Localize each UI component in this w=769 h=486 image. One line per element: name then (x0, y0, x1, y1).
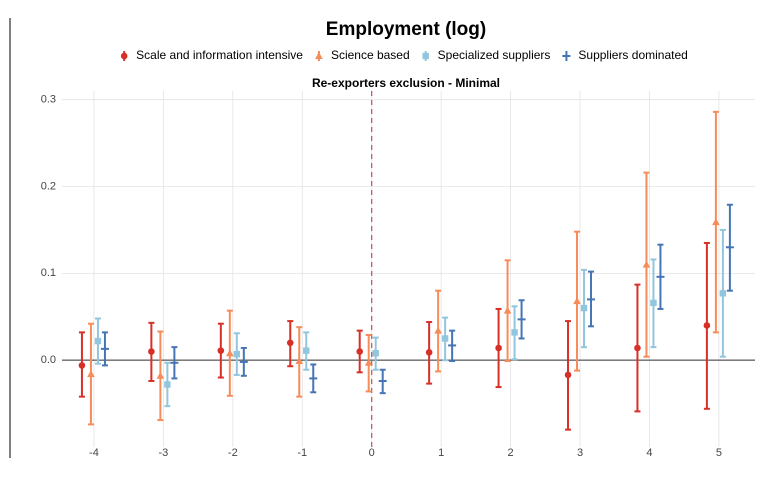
point (434, 326, 442, 334)
point (495, 344, 502, 352)
point (634, 344, 641, 352)
point (295, 357, 304, 365)
chart-title: Employment (log) (326, 19, 486, 40)
x-tick-label: 2 (508, 447, 514, 459)
y-tick-label: 0.1 (41, 267, 56, 279)
y-tick-label: 0.3 (41, 94, 56, 106)
point (712, 218, 720, 226)
y-tick-label: 0.2 (41, 180, 56, 192)
point (303, 347, 310, 354)
point (239, 360, 248, 363)
x-tick-label: 3 (577, 447, 583, 459)
point (286, 339, 294, 347)
point (650, 299, 657, 307)
legend-marker (422, 52, 429, 60)
point (503, 306, 512, 314)
y-tick-label: 0.0 (41, 354, 56, 366)
point (656, 275, 665, 278)
legend-label: Science based (331, 48, 410, 62)
point (372, 350, 379, 357)
point (725, 246, 734, 249)
point (100, 347, 109, 350)
point (364, 358, 373, 366)
x-tick-label: -4 (89, 447, 99, 459)
legend-label: Suppliers dominated (578, 48, 687, 62)
point (87, 370, 95, 378)
point (703, 322, 711, 329)
x-tick-label: 1 (438, 447, 444, 459)
legend: Scale and information intensive Science b… (120, 48, 688, 62)
point (170, 361, 179, 364)
x-tick-label: -3 (158, 447, 168, 459)
point (378, 380, 387, 383)
point (94, 337, 102, 345)
legend-label: Scale and information intensive (136, 48, 303, 62)
point (580, 304, 588, 312)
point (78, 362, 86, 369)
point (309, 377, 318, 380)
legend-marker (562, 55, 571, 57)
x-tick-label: 4 (646, 447, 652, 459)
point (217, 347, 225, 354)
point (148, 348, 155, 355)
point (719, 290, 727, 297)
point (511, 329, 518, 336)
point (164, 381, 171, 388)
point (233, 350, 241, 358)
point (441, 335, 449, 342)
point (425, 349, 433, 356)
point (564, 371, 572, 379)
x-tick-label: -1 (297, 447, 307, 459)
point (448, 344, 457, 347)
legend-marker (120, 52, 128, 60)
point (517, 318, 526, 321)
panel-title: Re-exporters exclusion - Minimal (312, 76, 500, 90)
point (156, 371, 165, 379)
x-tick-label: 5 (716, 447, 722, 459)
point (587, 298, 596, 301)
x-tick-label: -2 (228, 447, 238, 459)
legend-marker (315, 52, 323, 59)
x-tick-label: 0 (369, 447, 375, 459)
point (642, 260, 651, 268)
legend-label: Specialized suppliers (438, 48, 551, 62)
point (226, 349, 234, 357)
point (573, 297, 581, 305)
point (356, 348, 363, 355)
